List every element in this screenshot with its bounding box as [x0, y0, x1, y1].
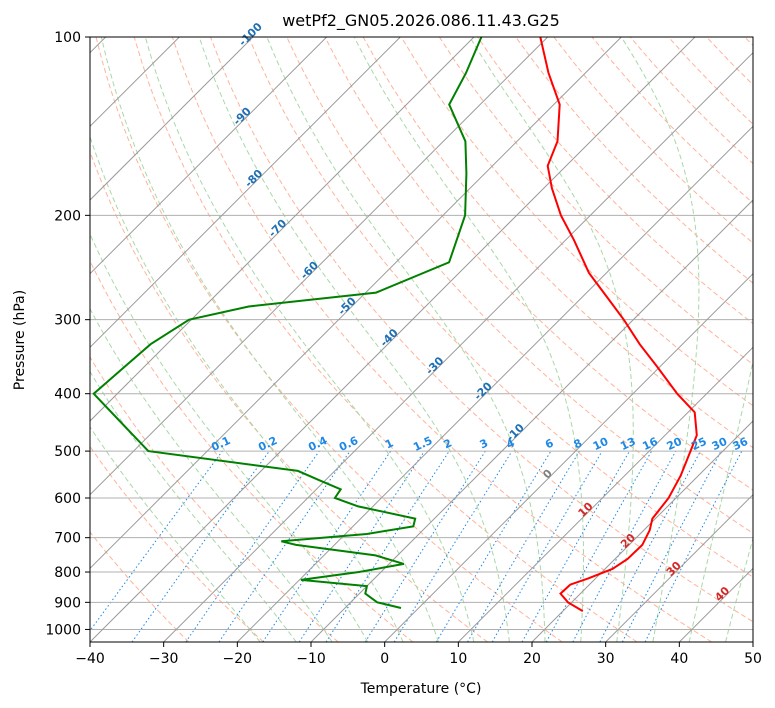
moist-adiabat-line	[198, 37, 510, 642]
dewpoint-profile-line	[92, 37, 483, 609]
dry-adiabat-line	[133, 37, 638, 642]
x-tick-label: 30	[597, 651, 615, 667]
mixing-ratio-label: 20	[665, 435, 685, 453]
background-grid	[90, 37, 753, 642]
x-tick-label: −30	[149, 651, 179, 667]
y-axis-label: Pressure (hPa)	[12, 290, 28, 390]
x-tick-label: −40	[75, 651, 105, 667]
y-tick-label: 900	[54, 595, 81, 611]
moist-adiabat-line	[620, 37, 700, 642]
x-axis: −40 −30 −20 −10 0 10 20 30 40 50	[75, 642, 762, 667]
isotherm-line	[310, 199, 753, 642]
y-tick-label: 600	[54, 491, 81, 507]
moist-adiabat-line	[144, 37, 475, 642]
y-tick-label: 500	[54, 444, 81, 460]
moist-adiabat-line	[353, 37, 584, 642]
isotherm-line	[384, 272, 753, 642]
dry-adiabat-line	[324, 37, 753, 491]
y-tick-label: 700	[54, 531, 81, 547]
mixing-ratio-line	[325, 450, 450, 642]
x-tick-label: −10	[296, 651, 326, 667]
mixing-ratio-label: 30	[710, 435, 730, 453]
mixing-ratio-label: 13	[618, 435, 637, 453]
moist-adiabat-line	[688, 359, 753, 642]
isotherm-line	[90, 37, 622, 570]
moist-adiabat-line	[266, 37, 546, 642]
x-tick-label: 0	[380, 651, 389, 667]
mixing-ratio-line	[131, 450, 270, 642]
isotherm-line	[531, 420, 753, 642]
isotherm-line	[90, 37, 549, 496]
dry-adiabat-line	[90, 531, 190, 642]
dry-adiabat-line	[210, 37, 753, 623]
y-tick-label: 100	[54, 30, 81, 46]
moist-adiabat-line	[725, 536, 753, 642]
mixing-ratio-label: 16	[640, 435, 660, 453]
isotherm-line	[605, 493, 753, 642]
moist-adiabat-line	[90, 426, 261, 642]
mixing-ratio-label: 10	[591, 435, 611, 453]
dry-adiabat-line	[95, 37, 563, 642]
y-tick-label: 300	[54, 313, 81, 329]
y-tick-label: 400	[54, 387, 81, 403]
isotherm-line	[90, 37, 254, 201]
dry-adiabat-line	[171, 37, 712, 642]
isotherm-line	[236, 125, 753, 642]
moist-adiabat-line	[100, 37, 439, 642]
x-tick-label: 50	[744, 651, 762, 667]
mixing-ratio-line	[185, 450, 320, 642]
mixing-ratio-line	[572, 450, 677, 642]
isotherm-line	[457, 346, 753, 642]
dry-adiabat-line	[515, 37, 753, 284]
plot-frame	[89, 36, 754, 643]
mixing-ratio-line	[393, 450, 513, 642]
dry-adiabat-line	[438, 37, 753, 366]
mixing-ratio-line	[644, 450, 743, 642]
y-axis: 100 200 300 400 500 600 700 800 900 1000	[45, 30, 90, 638]
dry-adiabat-line	[90, 356, 339, 642]
moist-adiabat-line	[90, 307, 333, 642]
dry-adiabat-line	[248, 37, 753, 578]
mixing-ratio-label: 25	[689, 435, 708, 453]
isotherm-line	[90, 37, 328, 275]
x-tick-label: 10	[449, 651, 467, 667]
y-tick-label: 200	[54, 208, 81, 224]
isotherm-line	[163, 51, 753, 642]
mixing-ratio-line	[545, 450, 653, 642]
isotherm-line	[90, 37, 401, 349]
x-tick-label: −20	[223, 651, 253, 667]
x-axis-label: Temperature (°C)	[360, 681, 482, 697]
dry-adiabat-line	[90, 445, 264, 642]
x-tick-label: 40	[670, 651, 688, 667]
mixing-ratio-line	[218, 450, 351, 642]
y-tick-label: 800	[54, 565, 81, 581]
y-tick-label: 1000	[45, 622, 81, 638]
moist-adiabat-line	[90, 135, 404, 642]
mixing-ratio-line	[298, 450, 425, 642]
mixing-ratio-line	[90, 450, 223, 632]
profile-lines	[92, 37, 698, 612]
mixing-ratio-line	[262, 450, 392, 642]
moist-adiabat-line	[90, 232, 369, 642]
moist-adiabat-line	[469, 37, 634, 642]
x-tick-label: 20	[523, 651, 541, 667]
chart-title: wetPf2_GN05.2026.086.11.43.G25	[282, 11, 560, 31]
dry-adiabat-line	[90, 150, 488, 642]
mixing-ratio-line	[521, 450, 630, 642]
isotherm-line	[90, 37, 696, 642]
mixing-ratio-label: 36	[731, 435, 751, 453]
isotherm-line	[90, 37, 475, 422]
temperature-profile-line	[539, 37, 698, 612]
dry-adiabat-line	[400, 37, 753, 407]
